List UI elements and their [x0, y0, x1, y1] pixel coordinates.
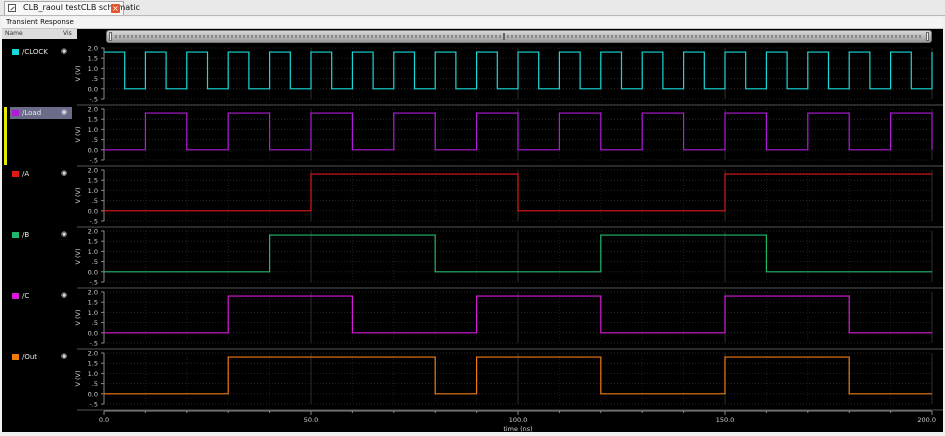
- x-tick-label: 100.0: [509, 416, 528, 424]
- y-tick-label: 1.0: [88, 187, 98, 195]
- eye-icon[interactable]: ◉: [61, 291, 68, 299]
- y-tick-label: 1.5: [88, 299, 98, 307]
- x-axis-label: time (ns): [503, 425, 532, 433]
- y-tick-label: 1.5: [88, 116, 98, 124]
- color-swatch: [12, 49, 19, 55]
- vis-header: Vis: [63, 30, 72, 37]
- color-swatch: [12, 110, 19, 116]
- y-tick-label: 0.0: [88, 146, 98, 154]
- x-tick-label: 0.0: [99, 416, 109, 424]
- signal-name: /Load: [22, 109, 42, 117]
- tab-label: CLB_raoul testCLB schematic: [23, 3, 140, 12]
- tab-schematic[interactable]: CLB_raoul testCLB schematic ×: [4, 1, 140, 15]
- y-tick-label: .5: [92, 258, 98, 266]
- y-tick-label: 1.0: [88, 309, 98, 317]
- eye-icon[interactable]: ◉: [61, 108, 68, 116]
- x-tick-label: 50.0: [304, 416, 318, 424]
- series-out-line: [104, 356, 932, 395]
- y-axis-label: V (V): [74, 370, 82, 386]
- y-tick-label: -.5: [89, 218, 98, 226]
- y-tick-label: 0.0: [88, 207, 98, 215]
- signal-list: /CLOCK ◉ /Load ◉ /A ◉ /B ◉ /C ◉ /Out ◉: [2, 39, 77, 432]
- y-axis-label: V (V): [74, 309, 82, 325]
- y-tick-label: .5: [92, 197, 98, 205]
- color-swatch: [12, 354, 19, 360]
- y-tick-label: 0.0: [88, 85, 98, 93]
- y-tick-label: 2.0: [88, 289, 98, 297]
- signal-item-a[interactable]: /A ◉: [10, 168, 72, 180]
- signal-name: /C: [22, 292, 30, 300]
- series-b-line: [104, 234, 932, 273]
- y-axis-label: V (V): [74, 248, 82, 264]
- y-tick-label: 2.0: [88, 45, 98, 53]
- y-tick-label: .5: [92, 380, 98, 388]
- y-tick-label: .5: [92, 75, 98, 83]
- close-icon[interactable]: ×: [111, 4, 120, 13]
- y-axis-label: V (V): [74, 126, 82, 142]
- y-tick-label: -.5: [89, 340, 98, 348]
- eye-icon[interactable]: ◉: [61, 230, 68, 238]
- signal-item-load[interactable]: /Load ◉: [10, 107, 72, 119]
- x-tick-label: 150.0: [716, 416, 735, 424]
- y-axis-label: V (V): [74, 65, 82, 81]
- scrollbar-thumb-grip[interactable]: [502, 33, 505, 40]
- signal-name: /A: [22, 170, 30, 178]
- y-tick-label: 1.0: [88, 65, 98, 73]
- scrollbar-right-handle[interactable]: [926, 32, 929, 41]
- y-tick-label: 2.0: [88, 228, 98, 236]
- series-a-line: [104, 173, 932, 212]
- y-tick-label: 1.5: [88, 360, 98, 368]
- signal-name: /CLOCK: [22, 48, 48, 56]
- color-swatch: [12, 293, 19, 299]
- y-tick-label: -.5: [89, 157, 98, 165]
- y-tick-label: 2.0: [88, 350, 98, 358]
- y-tick-label: -.5: [89, 401, 98, 409]
- scrollbar-left-handle[interactable]: [109, 32, 112, 41]
- time-scrollbar[interactable]: [106, 30, 932, 43]
- eye-icon[interactable]: ◉: [61, 352, 68, 360]
- name-header: Name: [5, 30, 23, 37]
- eye-icon[interactable]: ◉: [61, 169, 68, 177]
- y-tick-label: -.5: [89, 96, 98, 104]
- signal-item-clock[interactable]: /CLOCK ◉: [10, 46, 72, 58]
- panel-title: Transient Response: [2, 17, 943, 29]
- color-swatch: [12, 171, 19, 177]
- y-tick-label: 0.0: [88, 390, 98, 398]
- y-tick-label: 2.0: [88, 167, 98, 175]
- y-tick-label: 0.0: [88, 329, 98, 337]
- eye-icon[interactable]: ◉: [61, 47, 68, 55]
- column-header: Name Vis: [2, 29, 77, 39]
- signal-name: /Out: [22, 353, 38, 361]
- y-axis-label: V (V): [74, 187, 82, 203]
- series-load-line: [104, 112, 933, 151]
- schematic-icon: [8, 4, 16, 12]
- y-tick-label: 1.0: [88, 126, 98, 134]
- signal-item-out[interactable]: /Out ◉: [10, 351, 72, 363]
- tab-bar: CLB_raoul testCLB schematic ×: [0, 0, 945, 16]
- signal-name: /B: [22, 231, 30, 239]
- series-c-line: [104, 295, 932, 334]
- y-tick-label: .5: [92, 319, 98, 327]
- y-tick-label: 0.0: [88, 268, 98, 276]
- y-tick-label: 1.5: [88, 55, 98, 63]
- selection-indicator: [4, 107, 7, 165]
- y-tick-label: .5: [92, 136, 98, 144]
- y-tick-label: 1.5: [88, 177, 98, 185]
- x-tick-label: 200.0: [917, 416, 936, 424]
- signal-item-b[interactable]: /B ◉: [10, 229, 72, 241]
- series-clock-line: [104, 51, 933, 90]
- color-swatch: [12, 232, 19, 238]
- y-tick-label: -.5: [89, 279, 98, 287]
- y-tick-label: 2.0: [88, 106, 98, 114]
- y-tick-label: 1.0: [88, 248, 98, 256]
- scrollbar-track[interactable]: [115, 35, 923, 38]
- signal-item-c[interactable]: /C ◉: [10, 290, 72, 302]
- y-tick-label: 1.0: [88, 370, 98, 378]
- y-tick-label: 1.5: [88, 238, 98, 246]
